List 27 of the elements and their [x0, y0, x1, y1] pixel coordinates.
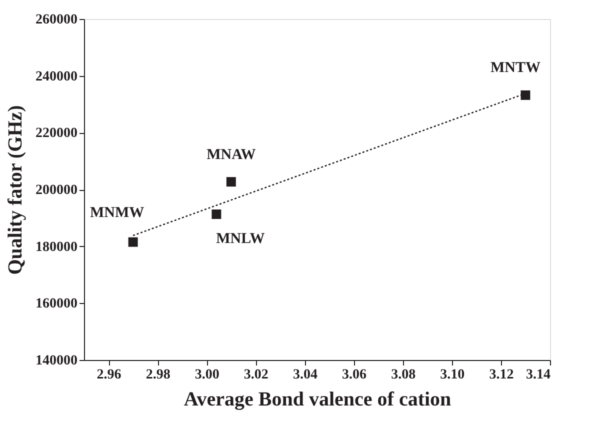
x-tick-label: 3.04 — [292, 368, 318, 382]
x-tick-label: 2.98 — [146, 368, 170, 382]
y-tick-label: 140000 — [36, 354, 78, 368]
point — [226, 177, 236, 187]
x-tick-label: 3.02 — [244, 368, 268, 382]
point — [520, 90, 530, 100]
y-axis-title: Quality fator (GHz) — [4, 105, 26, 275]
x-tick-label: 3.12 — [489, 368, 514, 382]
x-tick-label: 3.06 — [342, 368, 367, 382]
y-tick-label: 200000 — [36, 183, 78, 198]
y-tick-label: 180000 — [36, 240, 78, 255]
y-tick-label: 220000 — [36, 126, 78, 142]
x-tick-label: 3.08 — [391, 368, 416, 382]
x-axis-title: Average Bond valence of cation — [184, 388, 452, 410]
y-tick-label: 160000 — [36, 296, 78, 312]
x-tick-label: 3.10 — [440, 368, 465, 382]
x-tick-label: 3.00 — [194, 368, 220, 382]
annotation: MNAW — [206, 146, 256, 163]
x-tick-label: 3.14 — [526, 368, 550, 382]
annotation: MNTW — [490, 60, 540, 76]
annotation: MNLW — [216, 231, 265, 248]
annotation: MNMW — [90, 205, 144, 222]
y-tick-label: 240000 — [36, 69, 78, 84]
y-tick-label: 260000 — [36, 12, 78, 28]
point — [212, 209, 222, 219]
x-tick-label: 2.96 — [96, 368, 122, 382]
point — [128, 237, 138, 247]
